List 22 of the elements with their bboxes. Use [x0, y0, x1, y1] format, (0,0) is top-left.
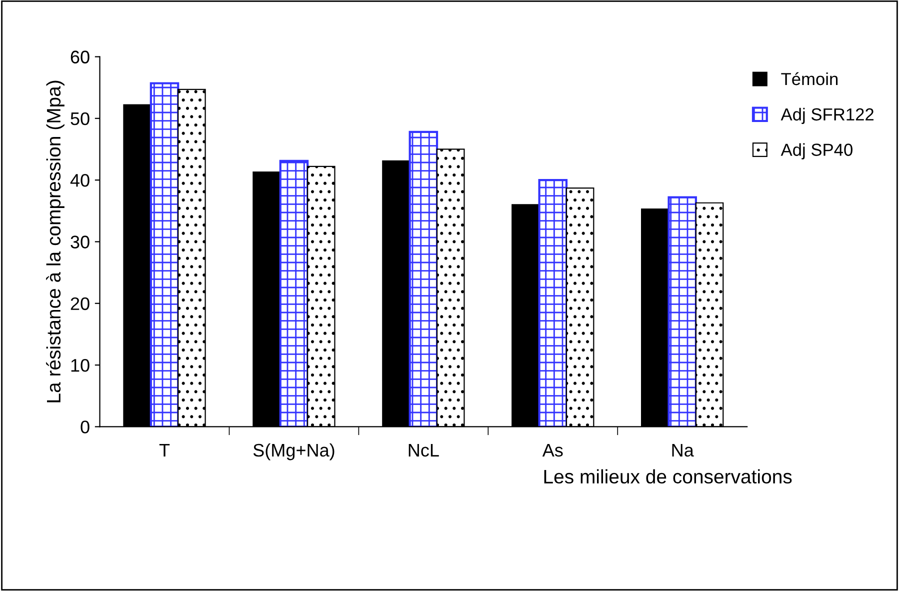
x-tick-label: As	[542, 444, 563, 457]
y-tick-label: 10	[71, 358, 90, 372]
y-tick-label: 20	[70, 297, 90, 310]
y-tick-label: 40	[70, 174, 90, 187]
x-axis-title: Les milieux de conservations	[544, 469, 792, 484]
x-tick-label: Na	[672, 444, 694, 457]
bar	[279, 160, 309, 427]
bar	[668, 196, 697, 427]
y-tick-label: 60	[70, 50, 90, 64]
y-tick-label: 0	[80, 420, 90, 434]
legend-label: Adj SP40	[780, 143, 852, 160]
legend-label: Adj SFR122	[780, 108, 874, 124]
y-tick-label: 50	[70, 112, 90, 126]
x-tick-label: T	[159, 444, 170, 456]
x-tick-label: S(Mg+Na)	[253, 443, 334, 460]
legend-label: Témoin	[781, 72, 838, 86]
y-axis-title: La résistance à la compression (Mpa)	[46, 80, 64, 402]
bar	[150, 82, 180, 427]
bar	[408, 130, 438, 427]
bar	[538, 179, 568, 427]
x-tick-label: NcL	[408, 444, 439, 457]
y-tick-label: 30	[70, 236, 90, 248]
